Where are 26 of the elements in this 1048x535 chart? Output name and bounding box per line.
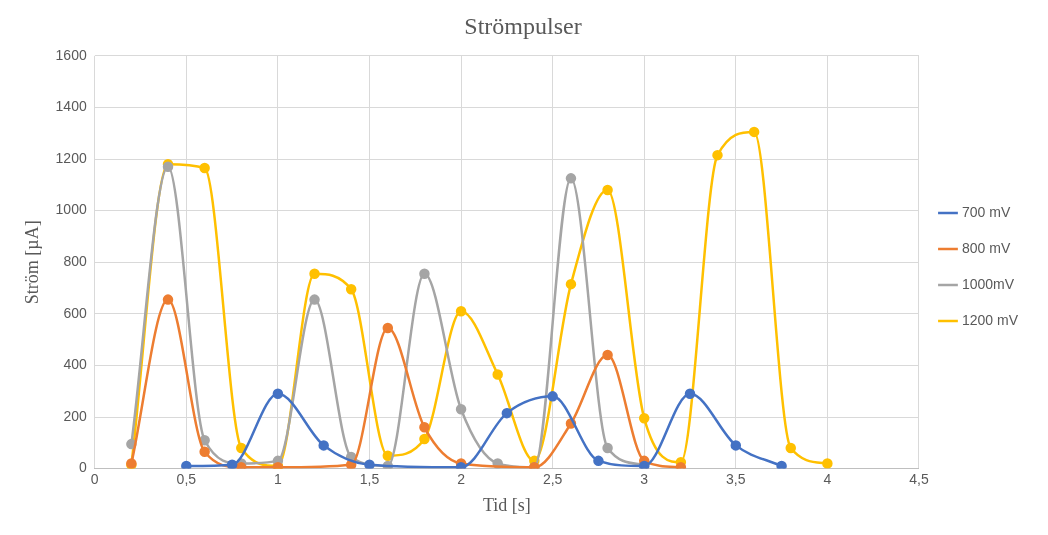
chart-title: Strömpulser: [464, 12, 582, 39]
y-tick-label: 400: [63, 356, 87, 373]
x-axis-title: Tid [s]: [482, 494, 531, 515]
y-tick-label: 1400: [55, 98, 87, 115]
y-tick-label: 800: [63, 253, 87, 270]
x-tick-label: 4: [823, 470, 832, 487]
y-axis-title: Ström [µA]: [21, 220, 42, 305]
legend-label: 700 mV: [961, 203, 1011, 220]
y-tick-label: 600: [63, 304, 87, 321]
y-tick-label: 1200: [55, 149, 87, 166]
x-tick-label: 1,5: [359, 470, 380, 487]
y-tick-label: 1600: [55, 46, 87, 63]
legend-label: 800 mV: [961, 239, 1011, 256]
x-tick-label: 3: [640, 470, 649, 487]
x-tick-label: 4,5: [909, 470, 929, 487]
x-tick-label: 0: [90, 470, 99, 487]
x-tick-label: 2: [457, 470, 466, 487]
y-tick-label: 0: [78, 459, 87, 476]
y-tick-label: 200: [63, 407, 87, 424]
legend-label: 1200 mV: [961, 311, 1019, 328]
x-tick-label: 3,5: [726, 470, 746, 487]
x-tick-label: 0,5: [176, 470, 197, 487]
x-tick-label: 1: [274, 470, 283, 487]
y-tick-label: 1000: [55, 201, 87, 218]
legend-label: 1000mV: [961, 275, 1015, 292]
x-tick-label: 2,5: [542, 470, 563, 487]
